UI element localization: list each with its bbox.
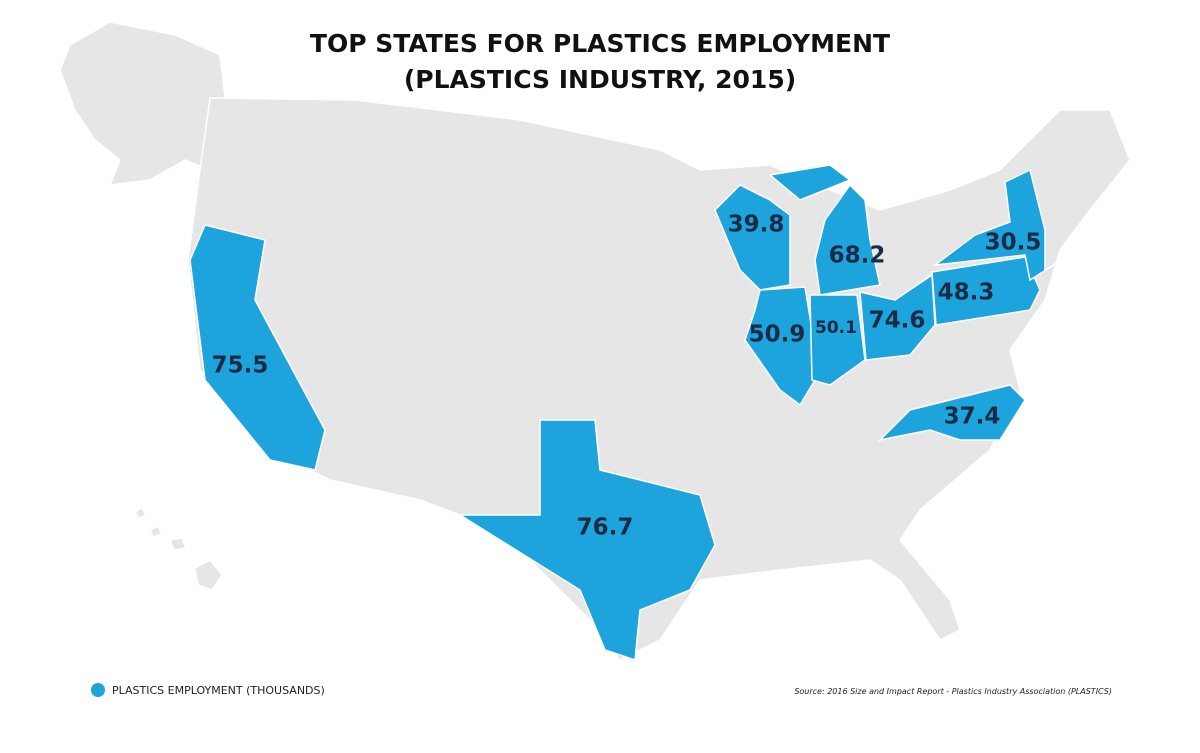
title-line: (PLASTICS INDUSTRY, 2015) (404, 65, 796, 94)
legend-swatch (91, 683, 105, 697)
region-value: 50.1 (815, 318, 857, 338)
region-value: 48.3 (938, 280, 995, 306)
region-value: 75.5 (212, 353, 269, 379)
land (59, 21, 1131, 661)
region-value: 74.6 (869, 308, 926, 334)
region-value: 37.4 (944, 404, 1001, 430)
region-value: 68.2 (829, 243, 886, 269)
region-value: 50.9 (749, 322, 806, 348)
legend-label: PLASTICS EMPLOYMENT (THOUSANDS) (112, 684, 325, 697)
title-line: TOP STATES FOR PLASTICS EMPLOYMENT (310, 29, 890, 58)
region-value: 76.7 (577, 515, 634, 541)
highlighted-states (189, 164, 1071, 662)
region-value: 30.5 (985, 230, 1042, 256)
source: Source: 2016 Size and Impact Report - Pl… (794, 687, 1112, 696)
region-value: 39.8 (728, 212, 785, 238)
